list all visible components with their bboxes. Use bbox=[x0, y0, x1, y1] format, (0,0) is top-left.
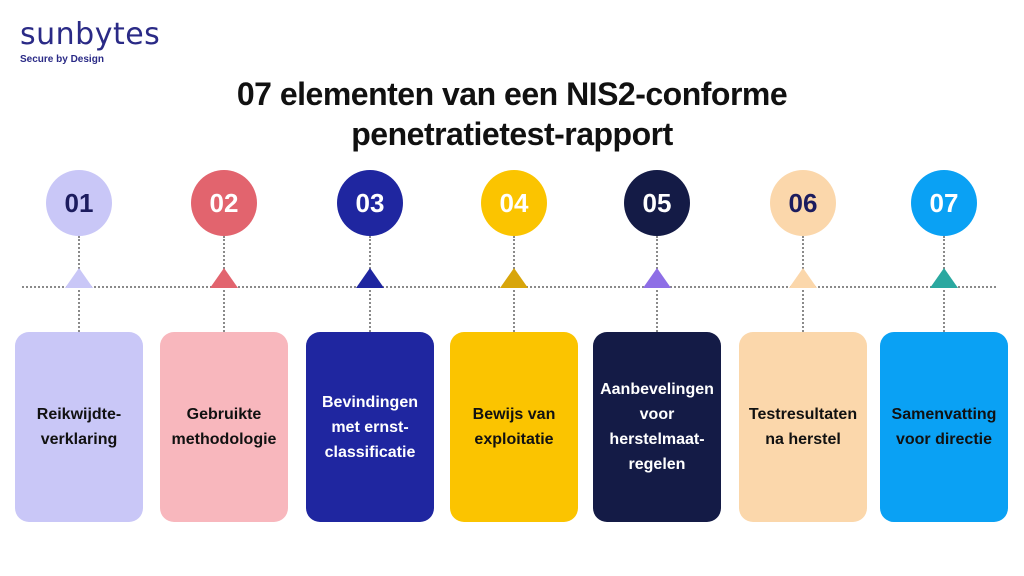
connector-line bbox=[369, 236, 371, 269]
step-label: Bevindingen met ernst-classificatie bbox=[322, 390, 418, 465]
step-label-line: regelen bbox=[628, 456, 686, 473]
step-02: 02 Gebruikte methodologie bbox=[160, 0, 288, 576]
connector-line bbox=[513, 236, 515, 269]
step-card: Samenvatting voor directie bbox=[880, 332, 1008, 522]
step-number-badge: 07 bbox=[911, 170, 977, 236]
triangle-marker-icon bbox=[789, 268, 817, 288]
connector-line bbox=[656, 290, 658, 332]
logo-tagline: Secure by Design bbox=[20, 54, 104, 65]
step-card: Testresultaten na herstel bbox=[739, 332, 867, 522]
step-label-line: na herstel bbox=[765, 431, 841, 448]
triangle-marker-icon bbox=[356, 268, 384, 288]
step-label-line: Aanbevelingen bbox=[600, 381, 714, 398]
connector-line bbox=[943, 236, 945, 269]
step-label: Gebruikte methodologie bbox=[172, 402, 277, 452]
step-label: Aanbevelingen voor herstelmaat-regelen bbox=[600, 377, 714, 477]
connector-line bbox=[513, 290, 515, 332]
step-label: Testresultaten na herstel bbox=[749, 402, 857, 452]
step-06: 06 Testresultaten na herstel bbox=[739, 0, 867, 576]
step-label-line: voor bbox=[639, 406, 675, 423]
step-number-badge: 05 bbox=[624, 170, 690, 236]
step-card: Bevindingen met ernst-classificatie bbox=[306, 332, 434, 522]
logo: sunbytes Secure by Design bbox=[20, 17, 161, 66]
step-label-line: methodologie bbox=[171, 431, 277, 448]
connector-line bbox=[943, 290, 945, 332]
page-title: 07 elementen van een NIS2-conforme penet… bbox=[0, 74, 1024, 154]
connector-line bbox=[802, 236, 804, 269]
step-label-line: Testresultaten bbox=[748, 406, 858, 423]
step-card: Gebruikte methodologie bbox=[160, 332, 288, 522]
step-01: 01 Reikwijdte-verklaring bbox=[15, 0, 143, 576]
step-label-line: verklaring bbox=[40, 431, 118, 448]
connector-line bbox=[802, 290, 804, 332]
step-label-line: Bewijs van bbox=[472, 406, 556, 423]
step-07: 07 Samenvatting voor directie bbox=[880, 0, 1008, 576]
step-number-badge: 01 bbox=[46, 170, 112, 236]
step-03: 03 Bevindingen met ernst-classificatie bbox=[306, 0, 434, 576]
step-label-line: herstelmaat- bbox=[609, 431, 705, 448]
triangle-marker-icon bbox=[210, 268, 238, 288]
step-number-badge: 03 bbox=[337, 170, 403, 236]
step-label: Bewijs van exploitatie bbox=[473, 402, 556, 452]
step-label-line: Reikwijdte- bbox=[36, 406, 122, 423]
step-05: 05 Aanbevelingen voor herstelmaat-regelen bbox=[593, 0, 721, 576]
logo-wordmark: sunbytes bbox=[20, 17, 161, 52]
connector-line bbox=[656, 236, 658, 269]
step-card: Bewijs van exploitatie bbox=[450, 332, 578, 522]
step-label-line: classificatie bbox=[324, 443, 416, 461]
connector-line bbox=[78, 236, 80, 269]
step-label: Reikwijdte-verklaring bbox=[37, 402, 121, 452]
title-line-2: penetratietest-rapport bbox=[351, 116, 673, 152]
step-card: Aanbevelingen voor herstelmaat-regelen bbox=[593, 332, 721, 522]
step-label-line: met ernst- bbox=[331, 418, 409, 436]
triangle-marker-icon bbox=[500, 268, 528, 288]
step-04: 04 Bewijs van exploitatie bbox=[450, 0, 578, 576]
step-number-badge: 06 bbox=[770, 170, 836, 236]
title-line-1: 07 elementen van een NIS2-conforme bbox=[236, 76, 788, 112]
step-label-line: exploitatie bbox=[474, 431, 554, 448]
step-label: Samenvatting voor directie bbox=[892, 402, 997, 452]
connector-line bbox=[223, 236, 225, 269]
triangle-marker-icon bbox=[65, 268, 93, 288]
triangle-marker-icon bbox=[643, 268, 671, 288]
triangle-marker-icon bbox=[930, 268, 958, 288]
step-label-line: voor directie bbox=[895, 431, 992, 448]
step-label-line: Samenvatting bbox=[891, 406, 997, 423]
step-label-line: Gebruikte bbox=[186, 406, 262, 423]
step-card: Reikwijdte-verklaring bbox=[15, 332, 143, 522]
step-number-badge: 02 bbox=[191, 170, 257, 236]
step-number-badge: 04 bbox=[481, 170, 547, 236]
connector-line bbox=[369, 290, 371, 332]
step-label-line: Bevindingen bbox=[321, 393, 418, 411]
connector-line bbox=[78, 290, 80, 332]
connector-line bbox=[223, 290, 225, 332]
